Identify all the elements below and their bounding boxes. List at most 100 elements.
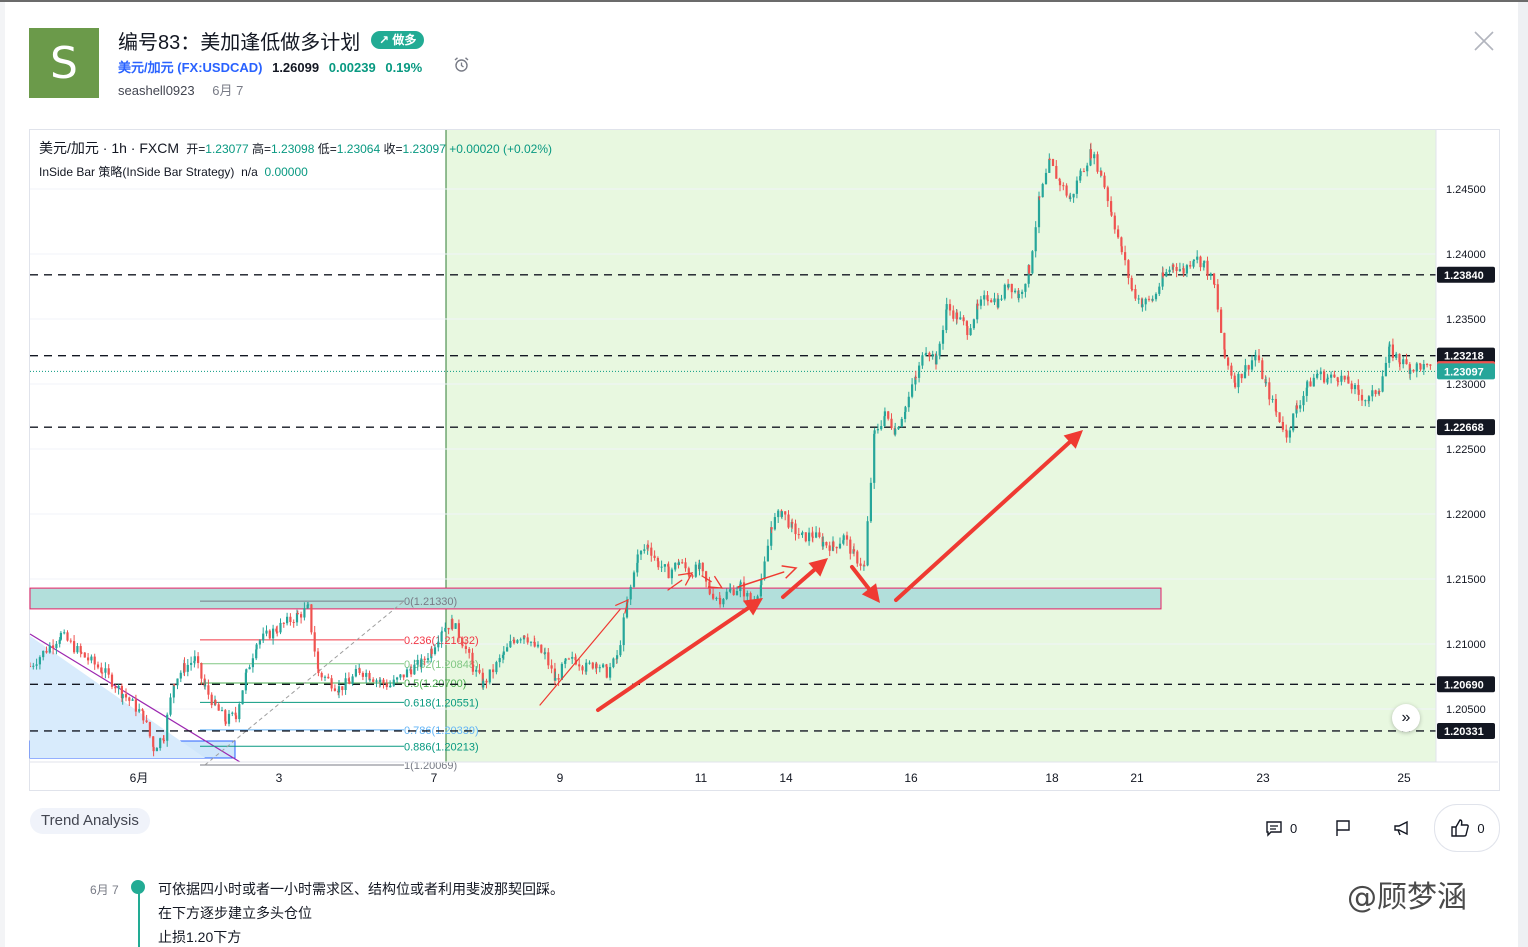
level-price-tag-label: 1.20331	[1444, 726, 1484, 738]
candle-body	[918, 365, 921, 378]
candle-body	[1028, 265, 1031, 274]
candle-body	[492, 669, 495, 673]
candle-body	[1103, 175, 1106, 188]
candle-body	[907, 396, 910, 408]
candle-body	[420, 658, 423, 667]
candle-body	[1384, 362, 1387, 377]
candle-body	[523, 635, 526, 638]
candle-body	[1306, 381, 1309, 388]
candle-body	[197, 656, 200, 664]
candle-body	[787, 514, 790, 528]
like-button[interactable]: 0	[1434, 804, 1500, 852]
candle-body	[1230, 365, 1233, 376]
chart-expand-button[interactable]: »	[1392, 704, 1420, 732]
trade-arrow-head	[781, 565, 798, 579]
candle-body	[1381, 376, 1384, 392]
candle-body	[657, 561, 660, 568]
trade-arrow-head	[808, 558, 828, 577]
fib-level-label: 0(1.21330)	[404, 596, 457, 608]
symbol-ticker-link[interactable]: (FX:USDCAD)	[177, 60, 263, 75]
candle-body	[873, 433, 876, 483]
symbol-name-link[interactable]: 美元/加元	[118, 60, 174, 75]
time-tick-label: 11	[695, 771, 708, 785]
candle-body	[1326, 377, 1329, 379]
candle-body	[667, 566, 670, 579]
candle-body	[770, 527, 773, 530]
candle-body	[526, 637, 529, 643]
alert-clock-icon[interactable]	[453, 56, 470, 73]
candle-body	[914, 376, 917, 385]
candle-body	[1350, 383, 1353, 390]
candle-body	[58, 639, 61, 644]
candle-body	[945, 309, 948, 331]
candle-body	[200, 663, 203, 679]
candle-body	[797, 534, 800, 536]
candle-body	[66, 632, 69, 641]
candle-body	[1010, 283, 1013, 293]
candle-body	[595, 663, 598, 669]
level-price-tag-label: 1.22668	[1444, 422, 1484, 434]
candle-body	[120, 685, 123, 699]
candle-body	[921, 355, 924, 366]
author-name[interactable]: seashell0923	[118, 83, 195, 98]
candle-body	[457, 623, 460, 639]
candle-body	[897, 427, 900, 430]
candle-body	[166, 714, 169, 741]
candle-body	[1192, 259, 1195, 262]
megaphone-icon	[1394, 820, 1408, 836]
tag-trend-analysis[interactable]: Trend Analysis	[30, 808, 150, 834]
time-tick-label: 6月	[130, 771, 149, 785]
candle-body	[773, 517, 776, 530]
candle-body	[784, 511, 787, 515]
candle-body	[1319, 371, 1322, 375]
close-icon[interactable]	[1472, 29, 1496, 53]
candle-body	[856, 551, 859, 564]
candle-body	[1189, 265, 1192, 267]
candle-body	[35, 664, 38, 666]
price-tick-label: 1.24000	[1446, 249, 1486, 261]
candle-body	[379, 679, 382, 682]
flag-button[interactable]	[1334, 818, 1352, 838]
trade-arrow-head	[1063, 430, 1083, 449]
candle-body	[405, 669, 409, 678]
candle-body	[506, 647, 509, 652]
candle-body	[1055, 165, 1058, 179]
candle-body	[952, 310, 955, 319]
candle-body	[45, 650, 48, 653]
candle-body	[204, 685, 207, 687]
candle-body	[739, 584, 742, 592]
legend-ohlc: 开=1.23077 高=1.23098 低=1.23064 收=1.23097 …	[183, 142, 552, 156]
candle-body	[625, 602, 629, 618]
candle-body	[653, 555, 656, 558]
candle-body	[536, 644, 540, 647]
candle-body	[437, 641, 440, 648]
candle-body	[925, 352, 928, 354]
candle-body	[650, 547, 653, 556]
candle-body	[670, 569, 673, 579]
candle-body	[468, 648, 471, 653]
candle-body	[1117, 229, 1120, 238]
share-button[interactable]	[1393, 818, 1411, 838]
candle-body	[1254, 355, 1257, 357]
symbol-change: 0.00239	[328, 60, 376, 75]
candle-body	[632, 572, 636, 587]
ohlc-low: 1.23064	[336, 142, 381, 156]
candle-body	[207, 685, 210, 695]
candle-body	[173, 684, 176, 686]
candle-body	[533, 642, 536, 647]
author-avatar[interactable]: S	[29, 28, 99, 98]
candle-body	[48, 645, 51, 653]
candle-body	[550, 665, 553, 669]
candle-body	[372, 679, 375, 682]
candle-body	[1278, 412, 1281, 422]
comments-button[interactable]: 0	[1265, 818, 1297, 838]
candle-body	[1227, 357, 1230, 366]
publish-date: 6月 7	[212, 83, 244, 98]
candle-body	[1134, 289, 1137, 299]
candle-body	[410, 669, 413, 675]
candle-body	[543, 652, 547, 654]
candle-body	[1391, 344, 1394, 358]
indicator-name: InSide Bar 策略(InSide Bar Strategy)	[39, 165, 235, 179]
candle-body	[1378, 391, 1381, 393]
